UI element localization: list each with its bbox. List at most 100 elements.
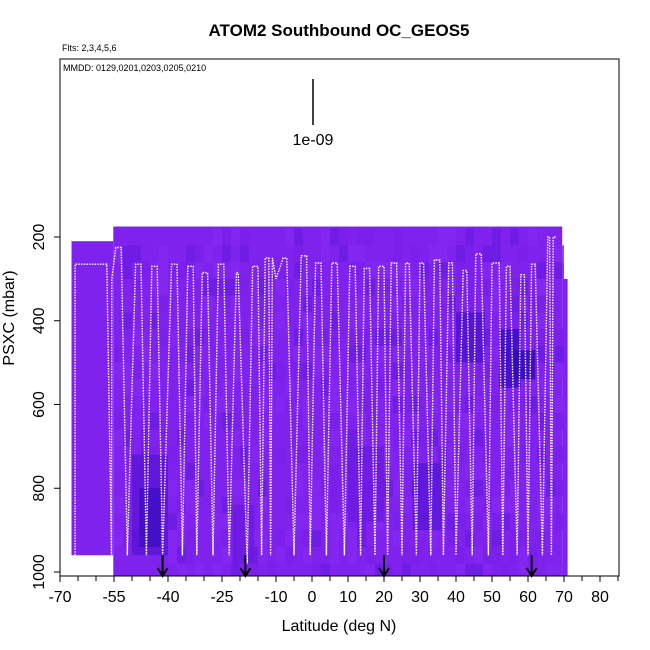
curtain-cell [330,479,339,497]
curtain-cell [447,479,456,497]
curtain-cell [321,329,330,346]
curtain-cell [537,379,546,397]
curtain-cell [447,278,456,296]
curtain-cell [294,446,303,464]
curtain-cell [465,463,474,480]
curtain-cell [330,530,339,547]
curtain-cell [159,329,168,346]
curtain-cell [546,479,555,497]
curtain-cell [465,530,474,547]
curtain-cell [447,513,456,531]
y-tick-label: 1000 [31,554,48,590]
curtain-cell [393,262,402,279]
curtain-cell [348,245,357,263]
curtain-cell [411,278,420,296]
curtain-cell [465,228,474,246]
curtain-cell [186,546,195,564]
curtain-cell [285,546,294,564]
curtain-cell [483,563,492,576]
curtain-cell [537,262,546,279]
curtain-cell [312,496,321,514]
curtain-cell [492,530,501,547]
curtain-cell [321,396,330,413]
curtain-cell [537,513,546,531]
curtain-cell [465,479,474,497]
curtain-cell [267,563,276,576]
curtain-cell [474,546,483,564]
curtain-cell [159,295,168,313]
curtain-cell [456,262,465,279]
curtain-cell [357,345,366,363]
curtain-cell [456,412,465,430]
x-tick-label: -40 [156,589,179,606]
curtain-cell [258,312,267,330]
curtain-cell [429,530,438,547]
curtain-cell [420,262,429,279]
curtain-cell [438,245,447,263]
curtain-cell [510,429,519,447]
curtain-cell [330,412,339,430]
curtain-cell [312,513,321,531]
curtain-cell [249,563,258,576]
curtain-cell [366,396,375,413]
concentration-patch [513,350,536,380]
curtain-cell [276,262,285,279]
curtain-cell [249,446,258,464]
curtain-cell [393,479,402,497]
curtain-cell [537,496,546,514]
curtain-cell [420,345,429,363]
curtain-cell [285,379,294,397]
curtain-cell [537,446,546,464]
curtain-cell [186,262,195,279]
curtain-cell [312,345,321,363]
curtain-cell [447,228,456,246]
curtain-cell [555,446,564,464]
curtain-cell [312,479,321,497]
curtain-cell [285,278,294,296]
curtain-cell [195,329,204,346]
curtain-cell [348,312,357,330]
concentration-patch [456,312,485,363]
curtain-cell [339,245,348,263]
flights-note: Flts: 2,3,4,5,6 [62,43,117,53]
x-axis-label: Latitude (deg N) [282,618,397,635]
curtain-cell [519,446,528,464]
curtain-cell [168,329,177,346]
curtain-cell [501,463,510,480]
curtain-cell [330,379,339,397]
curtain-cell [537,312,546,330]
curtain-cell [483,446,492,464]
curtain-cell [123,262,132,279]
curtain-cell [465,563,474,576]
curtain-cell [330,429,339,447]
x-tick-label: 20 [375,589,393,606]
curtain-cell [114,429,123,447]
curtain-cell [492,228,501,246]
curtain-cell [195,262,204,279]
curtain-cell [537,295,546,313]
curtain-cell [366,412,375,430]
curtain-cell [474,513,483,531]
curtain-cell [213,563,222,576]
x-tick-label: -70 [48,589,71,606]
curtain-cell [177,546,186,564]
curtain-cell [384,262,393,279]
curtain-cell [348,345,357,363]
curtain-cell [357,396,366,413]
curtain-cell [168,546,177,564]
curtain-cell [240,278,249,296]
scale-label: 1e-09 [293,132,334,149]
curtain-cell [438,345,447,363]
curtain-cell [123,429,132,447]
curtain-cell [402,496,411,514]
curtain-cell [258,546,267,564]
curtain-cell [375,379,384,397]
curtain-cell [114,345,123,363]
curtain-cell [393,396,402,413]
curtain-cell [132,379,141,397]
curtain-cell [258,262,267,279]
curtain-cell [168,530,177,547]
curtain-cell [249,312,258,330]
curtain-cell [474,396,483,413]
curtain-cell [285,228,294,246]
